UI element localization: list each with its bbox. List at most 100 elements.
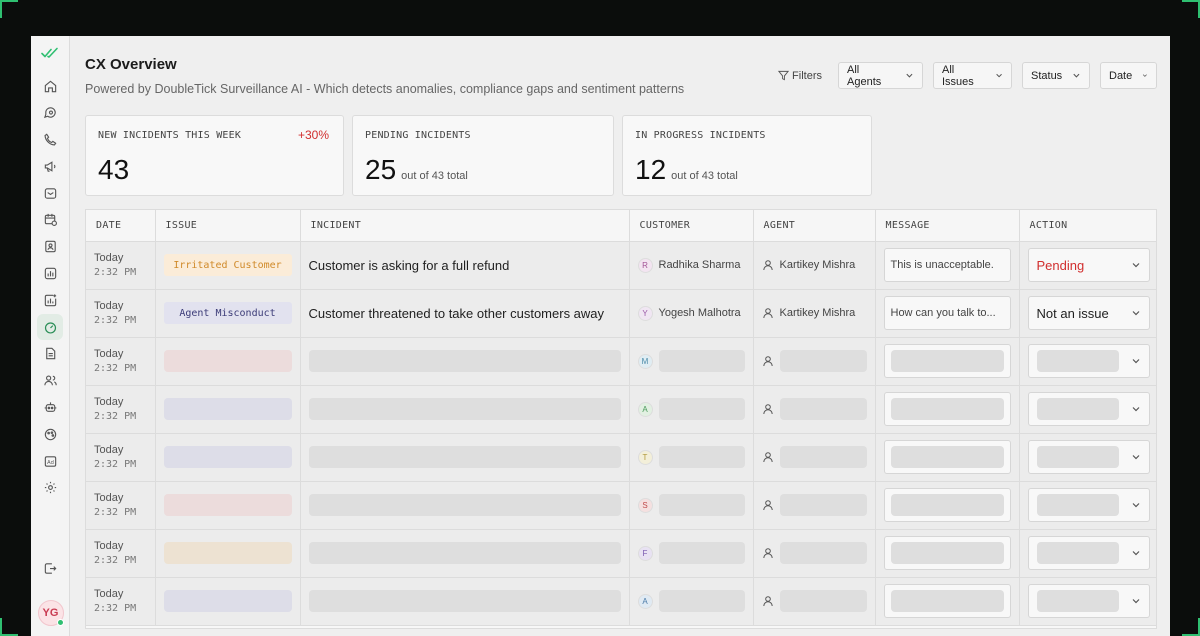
- customer-cell: Y Yogesh Malhotra: [629, 289, 754, 338]
- issue-skeleton: [163, 446, 292, 468]
- sidebar-footer: YG: [31, 555, 70, 626]
- date-dropdown-value: Date: [1109, 69, 1133, 82]
- chevron-down-icon: [906, 73, 913, 78]
- page-title: CX Overview: [85, 56, 177, 73]
- chevron-down-icon: [1132, 311, 1140, 316]
- sidebar-item-ads[interactable]: Ad: [37, 448, 63, 474]
- message-cell: How can you talk to...: [875, 289, 1020, 338]
- stat-card-value: 25: [365, 154, 397, 185]
- message-preview[interactable]: How can you talk to...: [883, 296, 1011, 330]
- agent-skeleton: [779, 590, 867, 612]
- sidebar-item-calendar[interactable]: [37, 207, 63, 233]
- action-dropdown[interactable]: Pending: [1027, 248, 1150, 282]
- incident-skeleton: [308, 542, 621, 564]
- action-dropdown[interactable]: [1027, 488, 1150, 522]
- issue-cell: Irritated Customer: [155, 241, 301, 290]
- table-row[interactable]: Today 2:32 PM Agent Misconduct Customer …: [86, 289, 1156, 338]
- message-preview[interactable]: This is unacceptable.: [883, 248, 1011, 282]
- document-icon: [45, 348, 55, 360]
- sidebar-item-calls[interactable]: [37, 127, 63, 153]
- issues-dropdown[interactable]: All Issues: [933, 62, 1012, 89]
- filters-button[interactable]: Filters: [778, 70, 822, 82]
- frame-corner: [0, 618, 18, 636]
- date-dropdown[interactable]: Date: [1100, 62, 1157, 89]
- date-cell: Today 2:32 PM: [86, 481, 156, 530]
- action-cell: [1019, 433, 1156, 482]
- sidebar-nav: Ad: [37, 73, 63, 502]
- column-header-issue[interactable]: ISSUE: [155, 210, 301, 242]
- sidebar-item-reports[interactable]: [37, 287, 63, 313]
- date-time: 2:32 PM: [94, 459, 137, 470]
- action-skeleton: [1036, 350, 1119, 372]
- user-icon: [762, 308, 773, 319]
- agent-cell: Kartikey Mishra: [753, 289, 876, 338]
- sidebar-item-integrations[interactable]: [37, 421, 63, 447]
- agent-skeleton: [779, 494, 867, 516]
- column-header-message[interactable]: MESSAGE: [875, 210, 1020, 242]
- column-header-customer[interactable]: CUSTOMER: [629, 210, 754, 242]
- sidebar-item-chat[interactable]: [37, 100, 63, 126]
- date-cell: Today 2:32 PM: [86, 529, 156, 578]
- status-dropdown-value: Status: [1031, 69, 1063, 82]
- user-icon: [762, 356, 773, 367]
- action-dropdown[interactable]: Not an issue: [1027, 296, 1150, 330]
- action-skeleton: [1036, 398, 1119, 420]
- column-header-agent[interactable]: AGENT: [753, 210, 876, 242]
- sidebar-item-contacts[interactable]: [37, 234, 63, 260]
- customer-avatar: M: [637, 353, 653, 369]
- action-skeleton: [1036, 446, 1119, 468]
- sidebar-item-settings[interactable]: [37, 475, 63, 501]
- date-cell: Today 2:32 PM: [86, 433, 156, 482]
- issue-cell: [155, 577, 301, 626]
- chevron-down-icon: [1132, 359, 1140, 364]
- customer-skeleton: [658, 542, 745, 564]
- agents-dropdown[interactable]: All Agents: [838, 62, 923, 89]
- column-header-action[interactable]: ACTION: [1019, 210, 1156, 242]
- stat-card-pending-incidents: PENDING INCIDENTS 25 out of 43 total: [352, 115, 614, 196]
- sidebar-item-bots[interactable]: [37, 395, 63, 421]
- incident-skeleton: [308, 446, 621, 468]
- frame-corner: [1182, 0, 1200, 18]
- action-dropdown[interactable]: [1027, 536, 1150, 570]
- sidebar-item-analytics[interactable]: [37, 261, 63, 287]
- sidebar-item-cx-overview[interactable]: [37, 314, 63, 341]
- message-cell: [875, 529, 1020, 578]
- action-dropdown[interactable]: [1027, 392, 1150, 426]
- action-dropdown[interactable]: [1027, 440, 1150, 474]
- table-row-loading: Today 2:32 PM S: [86, 481, 1156, 530]
- action-skeleton: [1036, 494, 1119, 516]
- issue-cell: [155, 433, 301, 482]
- column-header-incident[interactable]: INCIDENT: [300, 210, 630, 242]
- sidebar-item-home[interactable]: [37, 73, 63, 99]
- sidebar-item-inbox[interactable]: [37, 180, 63, 206]
- user-avatar[interactable]: YG: [37, 600, 64, 626]
- agent-name[interactable]: Kartikey Mishra: [779, 307, 856, 319]
- chevron-down-icon: [1132, 263, 1140, 268]
- sidebar-item-team[interactable]: [37, 368, 63, 394]
- status-dropdown[interactable]: Status: [1022, 62, 1090, 89]
- agent-name[interactable]: Kartikey Mishra: [779, 259, 856, 271]
- customer-cell: R Radhika Sharma: [629, 241, 754, 290]
- column-header-date[interactable]: DATE: [86, 210, 156, 242]
- table-row[interactable]: Today 2:32 PM Irritated Customer Custome…: [86, 241, 1156, 290]
- table-row-loading: Today 2:32 PM M: [86, 337, 1156, 386]
- stat-card-value: 43: [98, 154, 130, 185]
- customer-cell: T: [629, 433, 754, 482]
- main-content: CX Overview Powered by DoubleTick Survei…: [70, 36, 1170, 636]
- action-dropdown[interactable]: [1027, 584, 1150, 618]
- customer-cell: M: [629, 337, 754, 386]
- agent-cell: Kartikey Mishra: [753, 241, 876, 290]
- customer-name[interactable]: Yogesh Malhotra: [658, 307, 741, 319]
- stat-card-value: 12: [635, 154, 667, 185]
- frame-corner: [0, 0, 18, 18]
- customer-name[interactable]: Radhika Sharma: [658, 259, 741, 271]
- chevron-down-icon: [1132, 407, 1140, 412]
- issue-cell: [155, 529, 301, 578]
- sidebar-item-documents[interactable]: [37, 341, 63, 367]
- sidebar-item-campaigns[interactable]: [37, 153, 63, 179]
- doubletick-logo-icon[interactable]: [41, 44, 59, 62]
- logout-button[interactable]: [38, 555, 64, 581]
- message-skeleton: [890, 446, 1004, 468]
- action-dropdown[interactable]: [1027, 344, 1150, 378]
- table-row-loading: Today 2:32 PM T: [86, 433, 1156, 482]
